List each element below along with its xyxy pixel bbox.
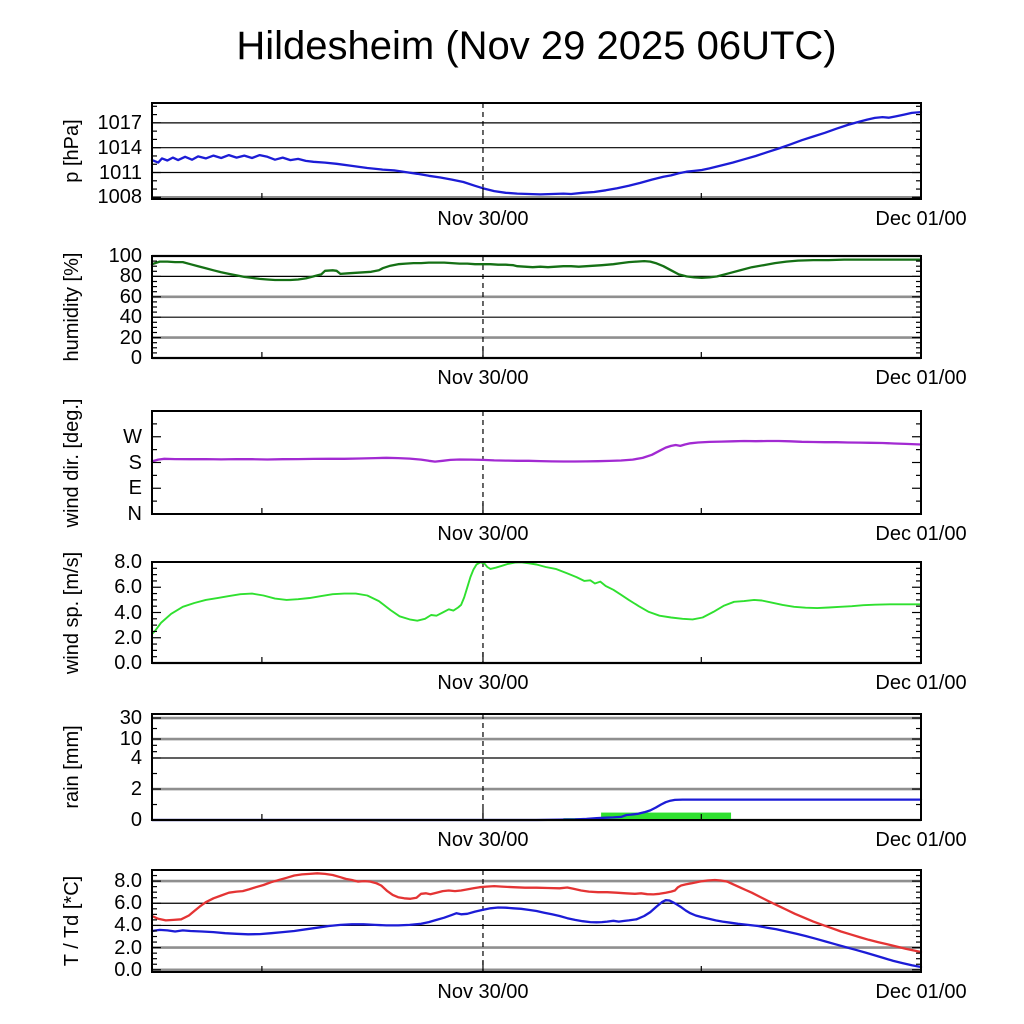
y-tick-label-rain: 0 bbox=[130, 809, 142, 831]
y-tick-label-wind_speed: 6.0 bbox=[114, 576, 142, 599]
y-tick-label-humidity: 0 bbox=[130, 347, 142, 369]
series-humidity bbox=[150, 258, 923, 282]
series-rain_accumulated bbox=[150, 798, 923, 822]
y-tick-label-pressure: 1014 bbox=[97, 136, 143, 159]
y-tick-label-wind_speed: 0.0 bbox=[114, 652, 142, 674]
y-axis-label-wind_speed: wind sp. [m/s] bbox=[61, 551, 83, 674]
x-tick-label-rain: Nov 30/00 bbox=[437, 829, 529, 851]
x-tick-label-wind_speed: Nov 30/00 bbox=[437, 672, 529, 694]
y-tick-label-rain: 10 bbox=[119, 728, 142, 751]
y-axis-label-temperature_dewpoint: T / Td [*C] bbox=[61, 875, 83, 967]
y-tick-label-rain: 30 bbox=[119, 707, 142, 730]
y-tick-label-temperature_dewpoint: 2.0 bbox=[114, 936, 142, 959]
x-tick-label-wind_direction: Dec 01/00 bbox=[875, 523, 967, 545]
panel-frame-wind_direction bbox=[151, 410, 922, 515]
x-tick-label-wind_speed: Dec 01/00 bbox=[875, 672, 967, 694]
y-tick-label-wind_direction: W bbox=[123, 425, 142, 448]
x-tick-label-humidity: Nov 30/00 bbox=[437, 367, 529, 389]
y-axis-label-wind_direction: wind dir. [deg.] bbox=[61, 398, 83, 527]
y-tick-label-rain: 4 bbox=[130, 746, 142, 769]
y-tick-label-humidity: 100 bbox=[108, 245, 142, 267]
y-tick-label-wind_direction: E bbox=[128, 477, 142, 500]
y-tick-label-humidity: 60 bbox=[119, 285, 142, 308]
x-tick-label-pressure: Dec 01/00 bbox=[875, 208, 967, 230]
x-tick-label-pressure: Nov 30/00 bbox=[437, 208, 529, 230]
panel-frame-rain bbox=[151, 713, 922, 821]
y-tick-label-temperature_dewpoint: 6.0 bbox=[114, 892, 142, 915]
panel-frame-humidity bbox=[151, 255, 922, 359]
y-tick-label-wind_direction: N bbox=[127, 503, 142, 525]
y-axis-label-pressure: p [hPa] bbox=[61, 119, 83, 183]
y-tick-label-wind_speed: 2.0 bbox=[114, 626, 142, 649]
y-tick-label-pressure: 1017 bbox=[97, 111, 143, 134]
y-tick-label-humidity: 80 bbox=[119, 265, 142, 288]
x-tick-label-temperature_dewpoint: Dec 01/00 bbox=[875, 981, 967, 1003]
y-tick-label-wind_direction: S bbox=[128, 451, 142, 474]
y-tick-label-wind_speed: 4.0 bbox=[114, 601, 142, 624]
y-tick-label-pressure: 1011 bbox=[98, 161, 142, 184]
x-tick-label-wind_direction: Nov 30/00 bbox=[437, 523, 529, 545]
series-wind_speed bbox=[151, 561, 922, 635]
y-tick-label-humidity: 20 bbox=[119, 326, 142, 349]
x-tick-label-rain: Dec 01/00 bbox=[875, 829, 967, 851]
series-wind_direction bbox=[150, 439, 923, 463]
series-dewpoint bbox=[150, 899, 923, 969]
x-tick-label-temperature_dewpoint: Nov 30/00 bbox=[437, 981, 529, 1003]
y-tick-label-temperature_dewpoint: 4.0 bbox=[114, 914, 142, 937]
y-tick-label-pressure: 1008 bbox=[97, 186, 143, 209]
y-tick-label-temperature_dewpoint: 8.0 bbox=[114, 870, 142, 893]
y-tick-label-rain: 2 bbox=[130, 778, 142, 801]
chart-title: Hildesheim (Nov 29 2025 06UTC) bbox=[236, 24, 837, 68]
series-pressure bbox=[150, 110, 923, 196]
series-temperature bbox=[150, 872, 923, 954]
panel-frame-temperature_dewpoint bbox=[151, 869, 922, 973]
rain-rate-bar bbox=[601, 812, 732, 820]
x-tick-label-humidity: Dec 01/00 bbox=[875, 367, 967, 389]
panel-frame-pressure bbox=[151, 102, 922, 200]
y-axis-label-rain: rain [mm] bbox=[61, 725, 83, 809]
y-tick-label-wind_speed: 8.0 bbox=[114, 551, 142, 573]
y-tick-label-humidity: 40 bbox=[119, 306, 142, 329]
panel-frame-wind_speed bbox=[151, 561, 922, 664]
y-axis-label-humidity: humidity [%] bbox=[61, 252, 83, 362]
y-tick-label-temperature_dewpoint: 0.0 bbox=[114, 958, 142, 981]
